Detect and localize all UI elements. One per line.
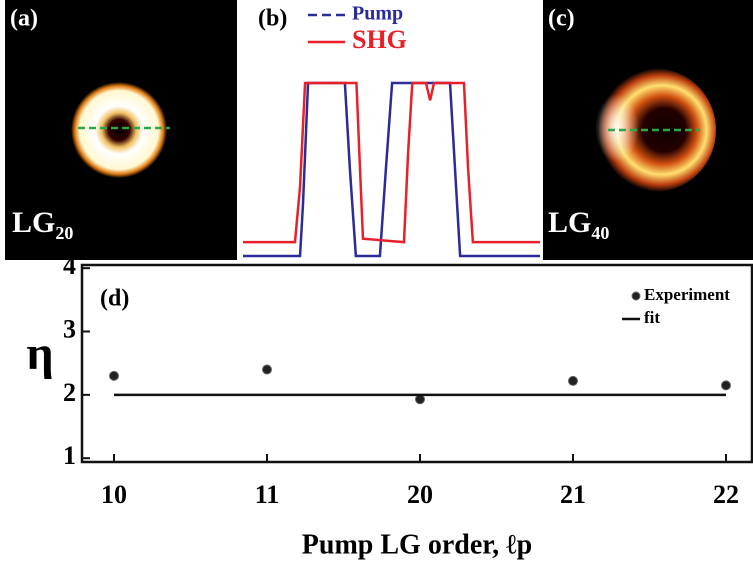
legend-label: fit [644,308,660,327]
data-point [416,395,425,404]
mode-index: 20 [55,223,73,243]
x-axis-label: Pump LG order, ℓp [302,529,532,560]
panel-label: (d) [100,286,129,312]
legend-label: SHG [352,25,407,54]
data-point [263,365,272,374]
panel-label: (a) [10,6,38,32]
beam [71,82,167,178]
legend-label: Pump [352,3,403,25]
y-axis-label: η [26,327,53,380]
panel-a: (a) LG20 [5,0,237,260]
mode-index: 40 [591,223,609,243]
mode-name: LG [548,206,591,239]
legend-swatch [632,292,640,300]
y-tick-label: 2 [63,378,76,407]
panel-label: (b) [258,6,287,32]
x-tick-label: 20 [407,480,433,509]
beam-bright [595,94,639,162]
legend-label: Experiment [644,285,730,304]
data-point [569,376,578,385]
panel-label: (c) [548,6,575,32]
y-tick-label: 1 [63,441,76,470]
x-tick-label: 11 [255,480,280,509]
profile-line [243,83,540,256]
x-tick-label: 22 [713,480,739,509]
mode-name: LG [12,206,55,239]
x-tick-label: 21 [560,480,586,509]
panel-c: (c) LG40 [543,0,753,260]
y-tick-label: 3 [63,314,76,343]
data-point [722,381,731,390]
x-tick-label: 10 [101,480,127,509]
data-point [110,371,119,380]
y-tick-label: 4 [63,251,76,280]
figure: (a) LG20 (c) LG40 (b) (d) PumpSHG1234101… [0,0,753,572]
